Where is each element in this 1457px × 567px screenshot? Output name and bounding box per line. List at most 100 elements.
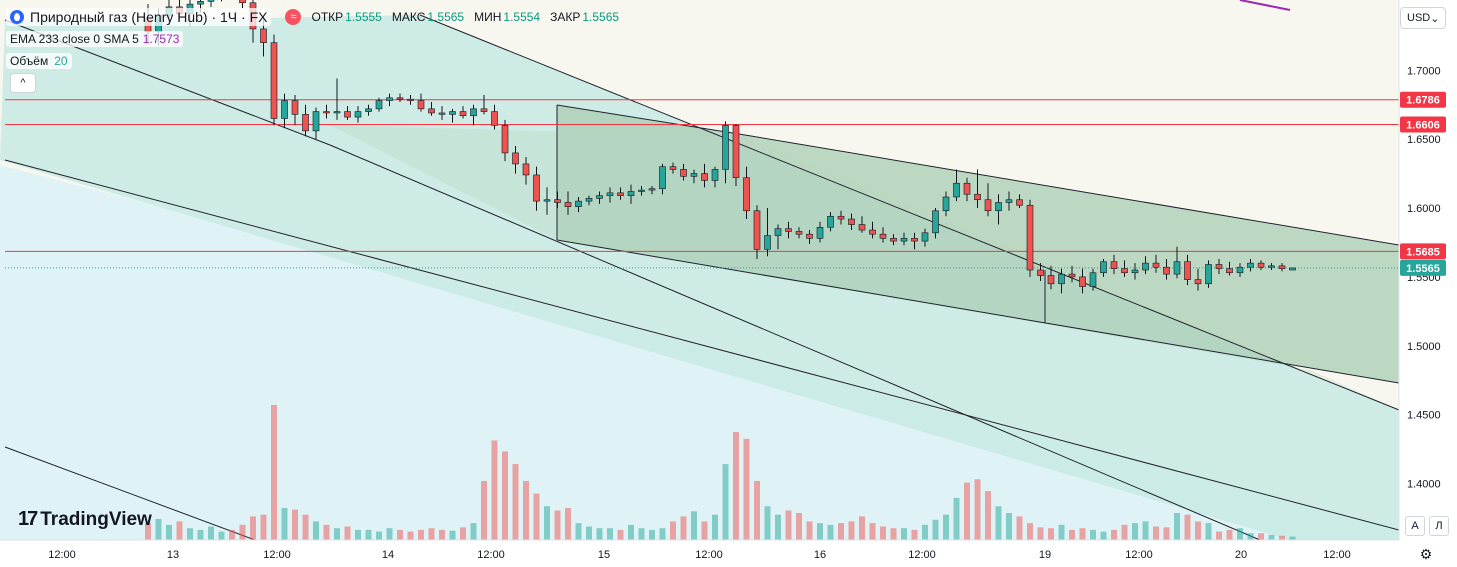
candle[interactable]: [711, 166, 719, 188]
ema-indicator[interactable]: EMA 233 close 0 SMA 5 1.7573: [6, 31, 184, 47]
candle[interactable]: [1131, 263, 1139, 280]
candle[interactable]: [554, 191, 561, 209]
candle[interactable]: [690, 169, 698, 184]
candle[interactable]: [1247, 258, 1254, 272]
candle[interactable]: [564, 191, 572, 215]
candle[interactable]: [911, 232, 918, 250]
candle[interactable]: [365, 104, 372, 116]
candle[interactable]: [480, 95, 488, 115]
pitchfork-top-left[interactable]: [556, 104, 746, 136]
candle[interactable]: [900, 232, 908, 246]
candle[interactable]: [1152, 254, 1160, 273]
candle[interactable]: [459, 106, 467, 119]
candle[interactable]: [270, 34, 278, 126]
candle[interactable]: [428, 101, 435, 116]
candle[interactable]: [1058, 268, 1065, 294]
candle[interactable]: [827, 212, 834, 232]
candle[interactable]: [333, 78, 341, 120]
candle[interactable]: [1194, 268, 1202, 291]
candle[interactable]: [921, 228, 929, 247]
candle[interactable]: [795, 227, 803, 239]
candle[interactable]: [239, 0, 246, 9]
approx-flag-icon[interactable]: ≈: [285, 9, 302, 25]
candle[interactable]: [858, 216, 866, 233]
candle[interactable]: [386, 93, 393, 107]
candle[interactable]: [1184, 254, 1191, 286]
candle[interactable]: [501, 119, 509, 162]
symbol-title[interactable]: Природный газ (Henry Hub) · 1Ч · FX: [30, 9, 268, 25]
candle[interactable]: [1257, 260, 1265, 270]
candle[interactable]: [953, 169, 960, 202]
candle[interactable]: [722, 121, 729, 184]
candle[interactable]: [396, 93, 404, 102]
log-scale-button[interactable]: Л: [1429, 516, 1449, 536]
candle[interactable]: [659, 163, 666, 195]
candle[interactable]: [417, 93, 425, 112]
candle[interactable]: [606, 187, 614, 203]
collapse-legend-button[interactable]: ^: [10, 73, 36, 93]
channel-line-lower[interactable]: [4, 159, 1400, 531]
candle[interactable]: [302, 104, 309, 137]
currency-select[interactable]: USD ⌄: [1400, 7, 1446, 29]
candle[interactable]: [533, 166, 540, 211]
candle[interactable]: [648, 185, 656, 195]
candle[interactable]: [638, 185, 645, 196]
candle[interactable]: [375, 97, 383, 112]
candle[interactable]: [1226, 261, 1233, 276]
tradingview-logo[interactable]: 17 TradingView: [18, 508, 152, 531]
candle[interactable]: [575, 196, 582, 213]
candle[interactable]: [470, 104, 477, 126]
candle[interactable]: [1289, 267, 1296, 271]
candle[interactable]: [344, 106, 351, 120]
candle[interactable]: [1163, 258, 1170, 280]
candle[interactable]: [543, 187, 551, 215]
pitchfork-bottom[interactable]: [556, 239, 1400, 384]
candle[interactable]: [627, 184, 635, 204]
candle[interactable]: [1205, 260, 1212, 288]
candle[interactable]: [585, 195, 593, 206]
candle[interactable]: [942, 191, 950, 217]
candle[interactable]: [785, 221, 792, 239]
candle[interactable]: [512, 146, 519, 174]
candle[interactable]: [837, 210, 845, 225]
candle[interactable]: [1142, 256, 1149, 275]
candle[interactable]: [312, 107, 320, 140]
candle[interactable]: [806, 230, 813, 244]
candle[interactable]: [984, 183, 992, 217]
candle[interactable]: [617, 187, 624, 200]
candle[interactable]: [963, 177, 971, 202]
candle[interactable]: [281, 93, 288, 129]
candle[interactable]: [701, 163, 708, 188]
candle[interactable]: [291, 95, 299, 126]
candle[interactable]: [743, 166, 750, 220]
candle[interactable]: [1037, 263, 1044, 282]
candle[interactable]: [890, 234, 897, 246]
candle[interactable]: [816, 221, 824, 243]
channel-line-upper[interactable]: [419, 14, 1400, 411]
candle[interactable]: [680, 163, 687, 181]
candle[interactable]: [596, 191, 603, 204]
candle[interactable]: [354, 106, 362, 123]
candle[interactable]: [774, 224, 782, 250]
candle[interactable]: [1005, 191, 1013, 211]
channel-line-bottom[interactable]: [4, 446, 256, 541]
candle[interactable]: [732, 123, 740, 186]
candle[interactable]: [932, 208, 939, 239]
candle[interactable]: [1110, 254, 1118, 275]
candle[interactable]: [1079, 268, 1086, 294]
candle[interactable]: [1068, 265, 1076, 283]
volume-indicator[interactable]: Объём 20: [6, 53, 72, 69]
symbol-box[interactable]: Природный газ (Henry Hub) · 1Ч · FX: [6, 8, 272, 26]
candle[interactable]: [669, 162, 677, 174]
candle[interactable]: [491, 104, 498, 130]
pitchfork-top[interactable]: [744, 134, 1400, 246]
candle[interactable]: [1278, 263, 1286, 272]
candle[interactable]: [764, 208, 771, 257]
candle[interactable]: [323, 104, 330, 119]
candle[interactable]: [869, 221, 876, 239]
auto-scale-button[interactable]: A: [1405, 516, 1425, 536]
candle[interactable]: [1016, 194, 1023, 209]
candle[interactable]: [995, 194, 1002, 225]
candle[interactable]: [438, 106, 446, 120]
